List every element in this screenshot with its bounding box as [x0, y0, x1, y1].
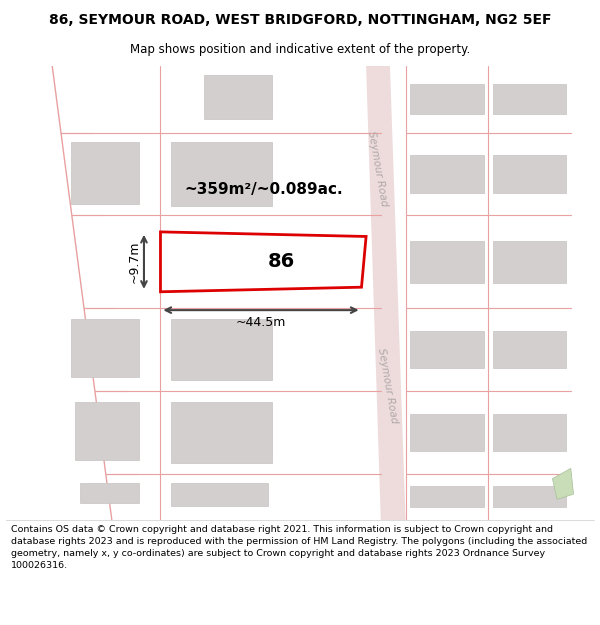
Polygon shape: [410, 414, 484, 451]
Polygon shape: [71, 142, 139, 204]
Polygon shape: [493, 414, 566, 451]
Polygon shape: [75, 402, 139, 460]
Text: Seymour Road: Seymour Road: [376, 348, 399, 424]
Text: 86: 86: [268, 253, 295, 271]
Polygon shape: [410, 331, 484, 368]
Polygon shape: [493, 156, 566, 192]
Text: ~9.7m: ~9.7m: [127, 241, 140, 283]
Polygon shape: [410, 84, 484, 114]
Polygon shape: [172, 402, 272, 462]
Polygon shape: [410, 241, 484, 282]
Text: ~44.5m: ~44.5m: [236, 316, 286, 329]
Polygon shape: [493, 84, 566, 114]
Polygon shape: [410, 156, 484, 192]
Polygon shape: [553, 468, 574, 499]
Text: ~359m²/~0.089ac.: ~359m²/~0.089ac.: [184, 182, 343, 197]
Text: Seymour Road: Seymour Road: [367, 131, 389, 208]
Polygon shape: [160, 232, 366, 292]
Polygon shape: [172, 142, 272, 206]
Polygon shape: [71, 319, 139, 377]
Polygon shape: [410, 486, 484, 508]
Text: Map shows position and indicative extent of the property.: Map shows position and indicative extent…: [130, 42, 470, 56]
Text: 86, SEYMOUR ROAD, WEST BRIDGFORD, NOTTINGHAM, NG2 5EF: 86, SEYMOUR ROAD, WEST BRIDGFORD, NOTTIN…: [49, 12, 551, 27]
Polygon shape: [366, 66, 406, 520]
Polygon shape: [493, 241, 566, 282]
Polygon shape: [172, 482, 268, 506]
Text: Contains OS data © Crown copyright and database right 2021. This information is : Contains OS data © Crown copyright and d…: [11, 525, 587, 569]
Polygon shape: [493, 486, 566, 508]
Polygon shape: [80, 482, 139, 504]
Polygon shape: [493, 331, 566, 368]
Polygon shape: [172, 319, 272, 380]
Polygon shape: [203, 75, 272, 119]
